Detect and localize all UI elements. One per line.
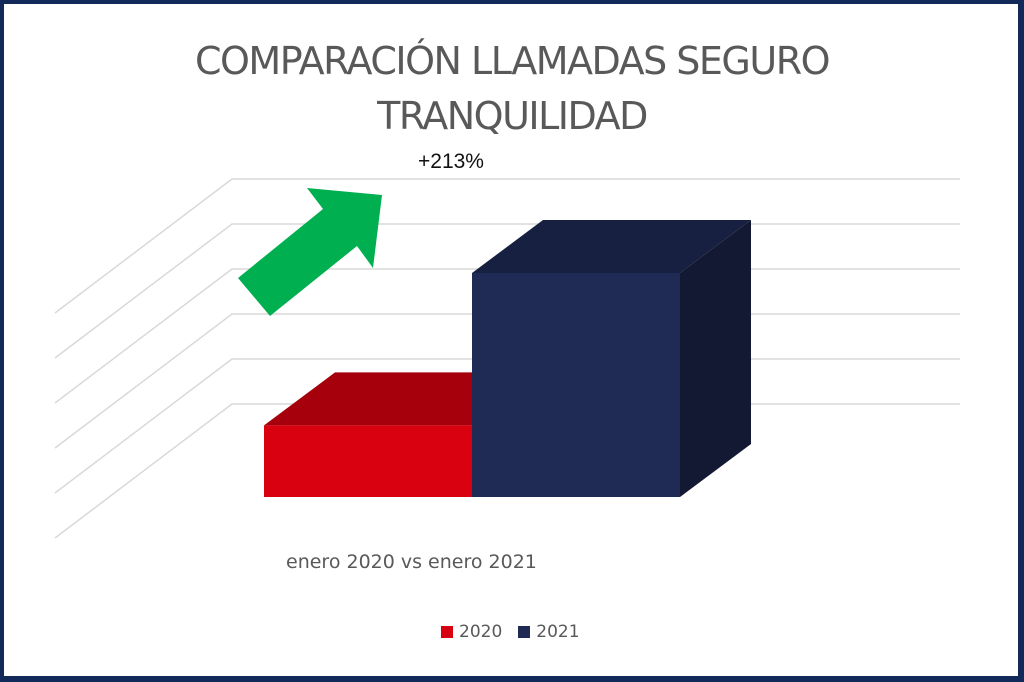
growth-arrow-icon xyxy=(238,188,382,316)
bars xyxy=(264,220,751,497)
bar-2021 xyxy=(472,220,751,497)
growth-annotation: +213% xyxy=(418,150,484,173)
gridline xyxy=(54,178,960,314)
legend-label-2020: 2020 xyxy=(459,622,503,642)
chart-title-line-1: COMPARACIÓN LLAMADAS SEGURO xyxy=(194,39,831,83)
legend: 2020 2021 xyxy=(441,622,596,642)
legend-item-2021: 2021 xyxy=(518,622,580,642)
x-axis-label: enero 2020 vs enero 2021 xyxy=(286,551,537,573)
bar-front-face-2020 xyxy=(264,425,472,497)
legend-swatch-2020 xyxy=(441,626,453,638)
bar-side-face-2021 xyxy=(680,220,751,497)
legend-swatch-2021 xyxy=(518,626,531,638)
bar-front-face-2021 xyxy=(472,273,680,497)
chart-title-line-2: TRANQUILIDAD xyxy=(377,94,648,138)
bar-top-face-2021 xyxy=(472,220,751,273)
legend-label-2021: 2021 xyxy=(536,622,580,642)
legend-item-2020: 2020 xyxy=(441,622,502,642)
